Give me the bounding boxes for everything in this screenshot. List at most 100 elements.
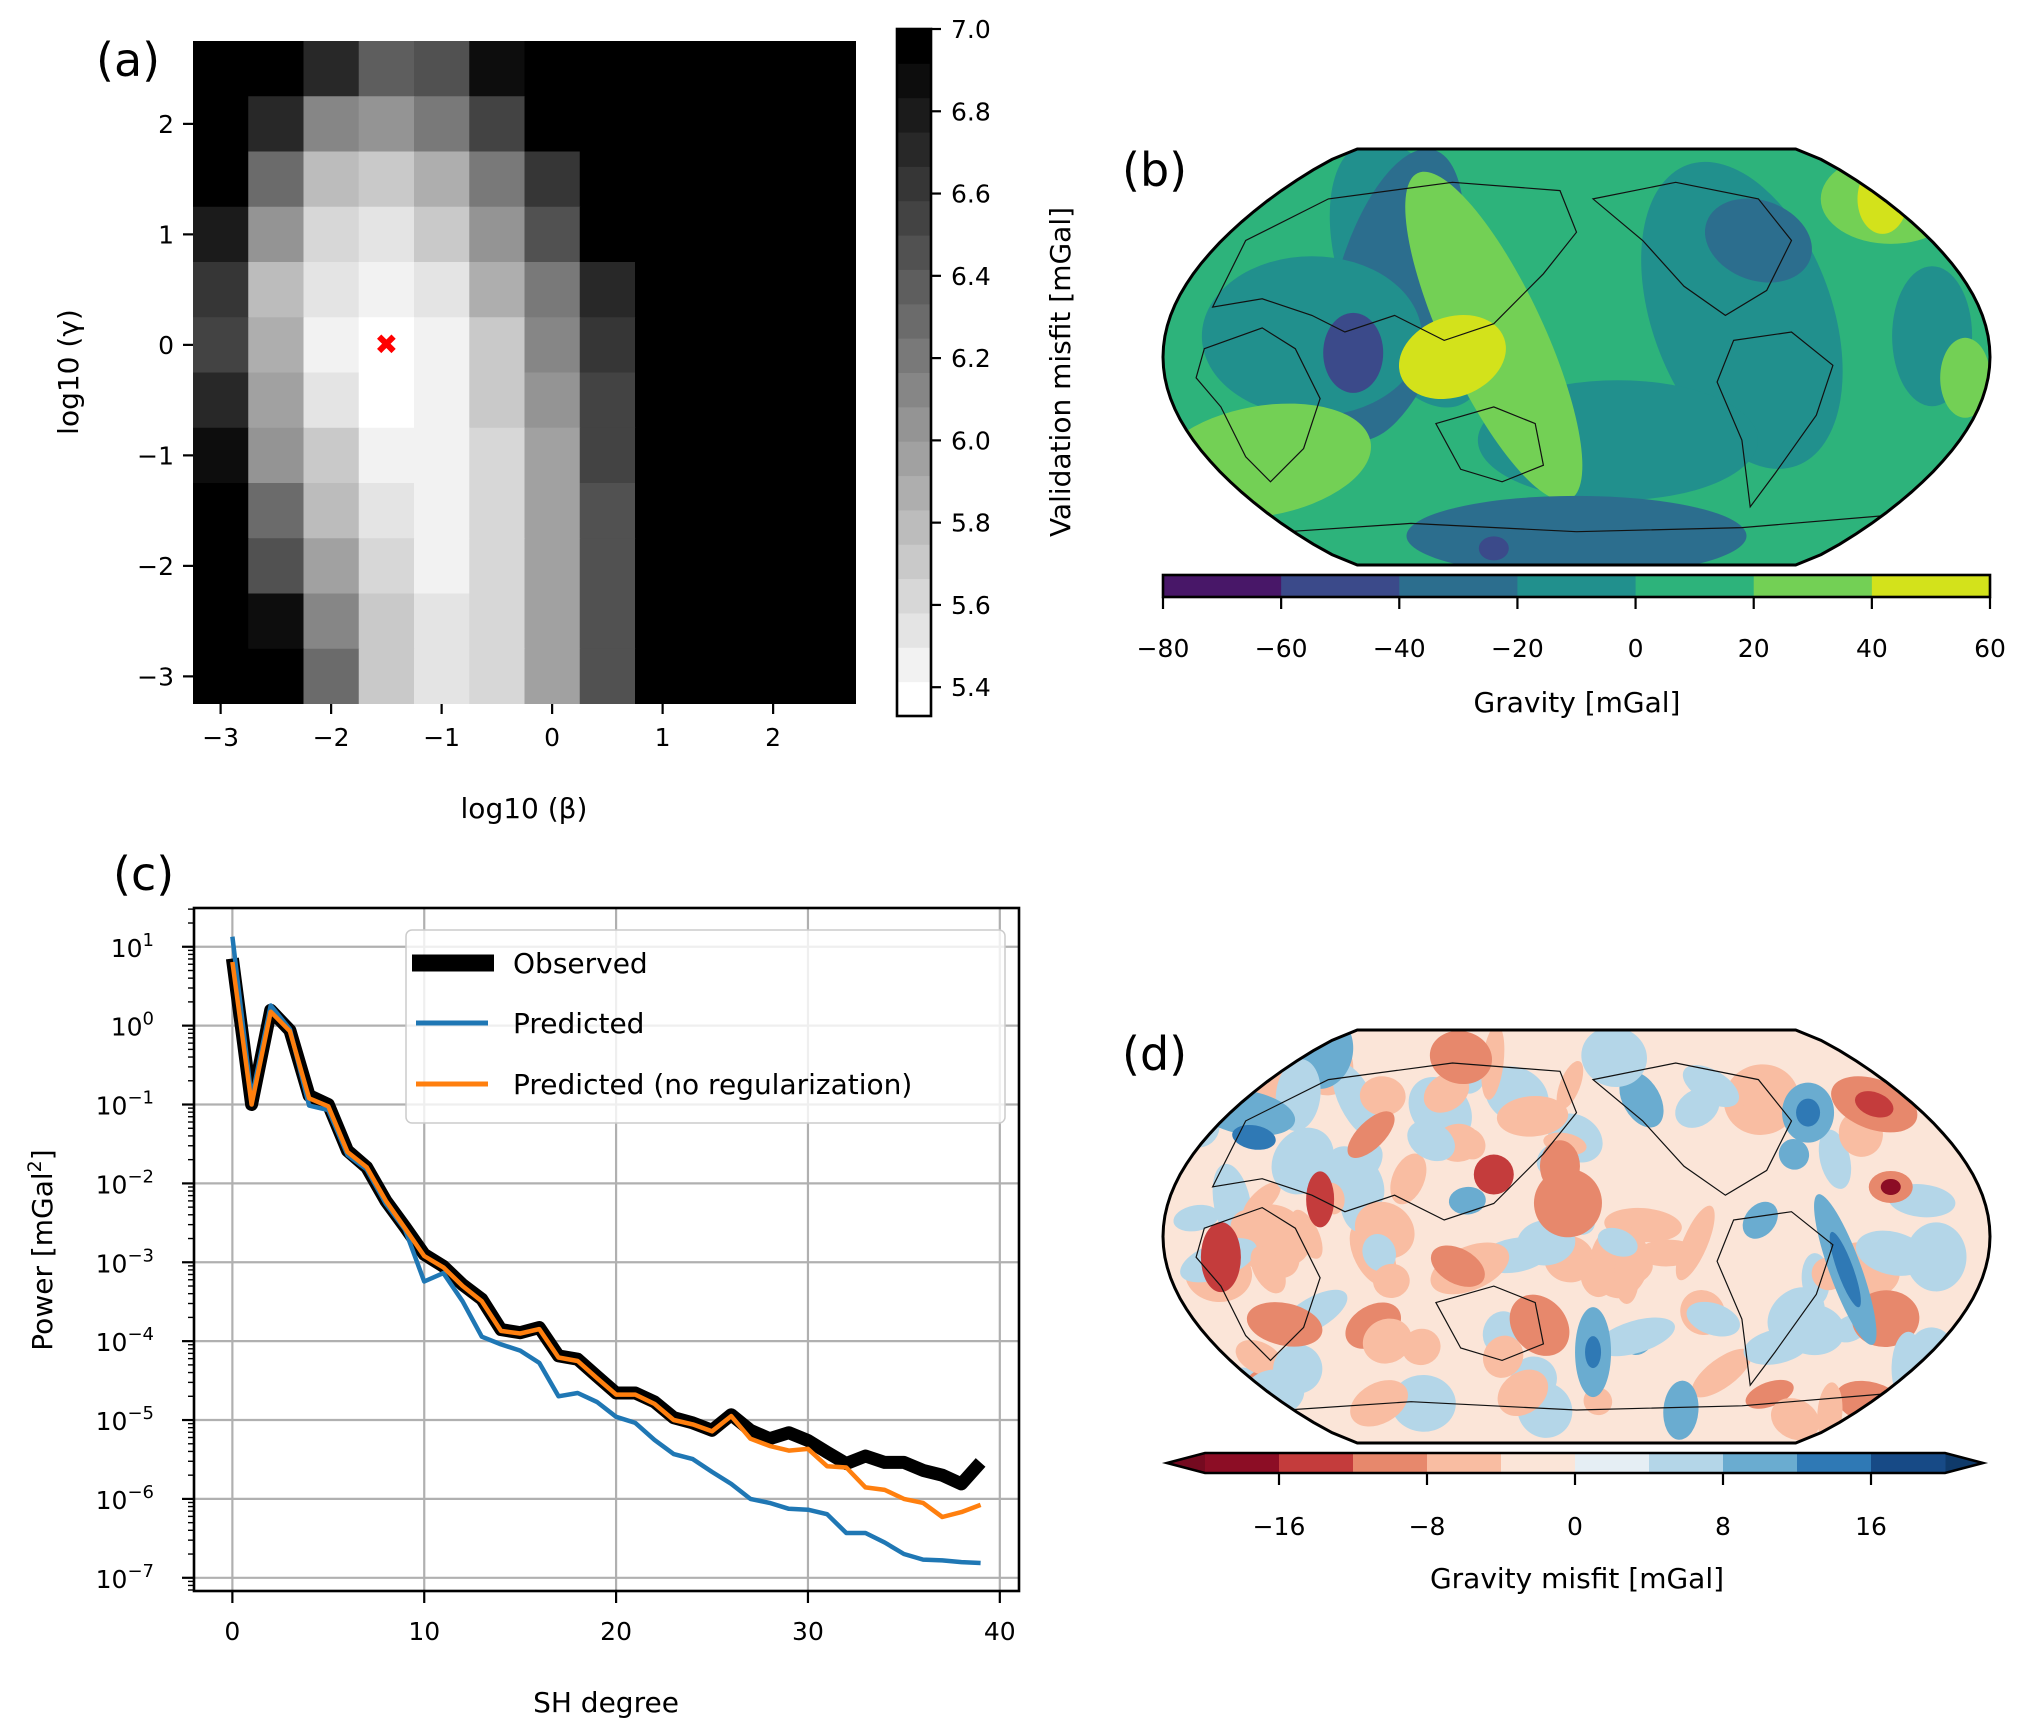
y-tick-label: 0 xyxy=(158,331,174,360)
gravity-contour-region xyxy=(1704,198,1812,283)
colorbar-frame xyxy=(1161,573,1992,599)
y-tick-exponent: 1 xyxy=(143,930,154,951)
colorbar-tick-label: −40 xyxy=(1373,634,1426,663)
heatmap-cell xyxy=(800,262,856,318)
coastline-path xyxy=(1211,1062,1578,1221)
heatmap-cell xyxy=(248,593,305,650)
y-label-superscript: 2 xyxy=(24,1160,46,1172)
heatmap-cell xyxy=(358,206,415,263)
colorbar-bin xyxy=(1501,1453,1576,1473)
misfit-contour-region xyxy=(1195,1385,1230,1430)
heatmap-cell xyxy=(800,41,856,97)
misfit-contour-region xyxy=(1250,1246,1286,1294)
misfit-contour-region xyxy=(1910,1375,1972,1407)
colorbar-level xyxy=(897,200,931,236)
heatmap-cell xyxy=(800,593,856,650)
heatmap-cell xyxy=(358,151,415,208)
heatmap-cell xyxy=(469,262,526,318)
legend-label-predicted-noreg: Predicted (no regularization) xyxy=(513,1068,912,1101)
misfit-contour-region xyxy=(1905,1222,1967,1292)
coastline-path xyxy=(1716,331,1834,509)
y-tick-label: 100 xyxy=(111,1009,154,1042)
colorbar-frame xyxy=(895,27,933,718)
colorbar-frame xyxy=(1161,1451,1989,1475)
heatmap-cell xyxy=(690,262,747,318)
colorbar-level xyxy=(897,338,931,373)
misfit-contours xyxy=(1163,1030,1980,1443)
colorbar-tick-label: 0 xyxy=(1628,634,1644,663)
gravity-contour-region xyxy=(1478,536,1509,561)
misfit-contour-region xyxy=(1429,1030,1493,1085)
x-tick-label: 0 xyxy=(544,723,560,752)
heatmap-cell xyxy=(248,538,305,595)
y-axis-label: Power [mGal2] xyxy=(24,1149,59,1350)
best-fit-marker: ✖ xyxy=(375,328,398,361)
heatmap-cell xyxy=(690,317,747,374)
misfit-contour-region xyxy=(1482,1335,1524,1378)
heatmap-cell xyxy=(800,427,856,484)
heatmap-cell xyxy=(745,151,802,208)
heatmap-cell xyxy=(524,538,581,595)
coastline-path xyxy=(1286,1392,1891,1411)
colorbar-tick-label: 0 xyxy=(1567,1512,1583,1541)
misfit-contour-region xyxy=(1390,1153,1427,1205)
heatmap-cell xyxy=(414,41,470,97)
heatmap-cell xyxy=(414,593,470,650)
colorbar-level xyxy=(897,29,931,64)
heatmap-cell xyxy=(635,483,691,539)
gravity-colorbar-label: Gravity [mGal] xyxy=(1474,686,1681,719)
misfit-contour-region xyxy=(1613,1251,1639,1304)
heatmap-cell xyxy=(745,648,802,704)
gravity-contour-region xyxy=(1323,312,1384,393)
heatmap-cell xyxy=(248,372,305,429)
y-tick-exponent: −6 xyxy=(127,1482,154,1503)
colorbar-tick-label: −80 xyxy=(1137,634,1190,663)
y-tick-exponent: −3 xyxy=(127,1245,154,1266)
heatmap-cell xyxy=(193,372,249,429)
coastline-path xyxy=(1195,327,1321,483)
panel-label-a: (a) xyxy=(96,33,160,87)
coastline-path xyxy=(1211,181,1578,342)
heatmap-cell xyxy=(303,206,360,263)
heatmap-cell xyxy=(579,427,636,484)
heatmap-cell xyxy=(524,41,581,97)
colorbar-bin xyxy=(1205,1453,1280,1473)
legend-label-predicted: Predicted xyxy=(513,1007,644,1040)
heatmap-cell xyxy=(800,372,856,429)
heatmap-cell xyxy=(579,317,636,374)
misfit-feature xyxy=(1880,1178,1901,1195)
heatmap-cell xyxy=(745,593,802,650)
heatmap-cell xyxy=(303,317,360,374)
colorbar-level xyxy=(897,406,931,442)
heatmap-cell xyxy=(635,427,691,484)
panel-label-d: (d) xyxy=(1122,1027,1187,1081)
colorbar-tick-label: −8 xyxy=(1409,1512,1446,1541)
heatmap-cell xyxy=(524,593,581,650)
heatmap-cell xyxy=(524,427,581,484)
colorbar-bin xyxy=(1797,1453,1872,1473)
heatmap-cell xyxy=(690,41,747,97)
misfit-feature xyxy=(1200,1222,1241,1293)
misfit-contour-region xyxy=(1580,1257,1614,1298)
heatmap-cell xyxy=(745,483,802,539)
y-tick-exponent: −2 xyxy=(127,1166,154,1187)
gravity-map-fill xyxy=(1163,149,1990,565)
series-line-predicted-no-regularization xyxy=(230,961,982,1520)
heatmap-cell xyxy=(800,151,856,208)
y-tick-exponent: −1 xyxy=(127,1088,154,1109)
heatmap-cell xyxy=(414,206,470,263)
y-tick-label: 10−3 xyxy=(96,1245,154,1278)
map-outline xyxy=(1161,1028,1992,1445)
misfit-contour-region xyxy=(1597,1227,1638,1257)
misfit-contour-region xyxy=(1481,1030,1505,1100)
y-tick-label: −3 xyxy=(137,662,174,691)
colorbar-tick-label: −16 xyxy=(1253,1512,1306,1541)
panel-c-power-spectrum: (c) 0 10 20 30 4010110010−110−210−310−410−51… xyxy=(24,847,1021,1719)
coastlines xyxy=(1195,1062,1891,1411)
heatmap-cell xyxy=(469,151,526,208)
x-tick-label: 30 xyxy=(792,1617,824,1646)
heatmap-cell xyxy=(524,96,581,153)
y-tick-label: 101 xyxy=(111,930,154,963)
colorbar-tick-label: 60 xyxy=(1974,634,2006,663)
y-label-end: ] xyxy=(26,1149,59,1160)
